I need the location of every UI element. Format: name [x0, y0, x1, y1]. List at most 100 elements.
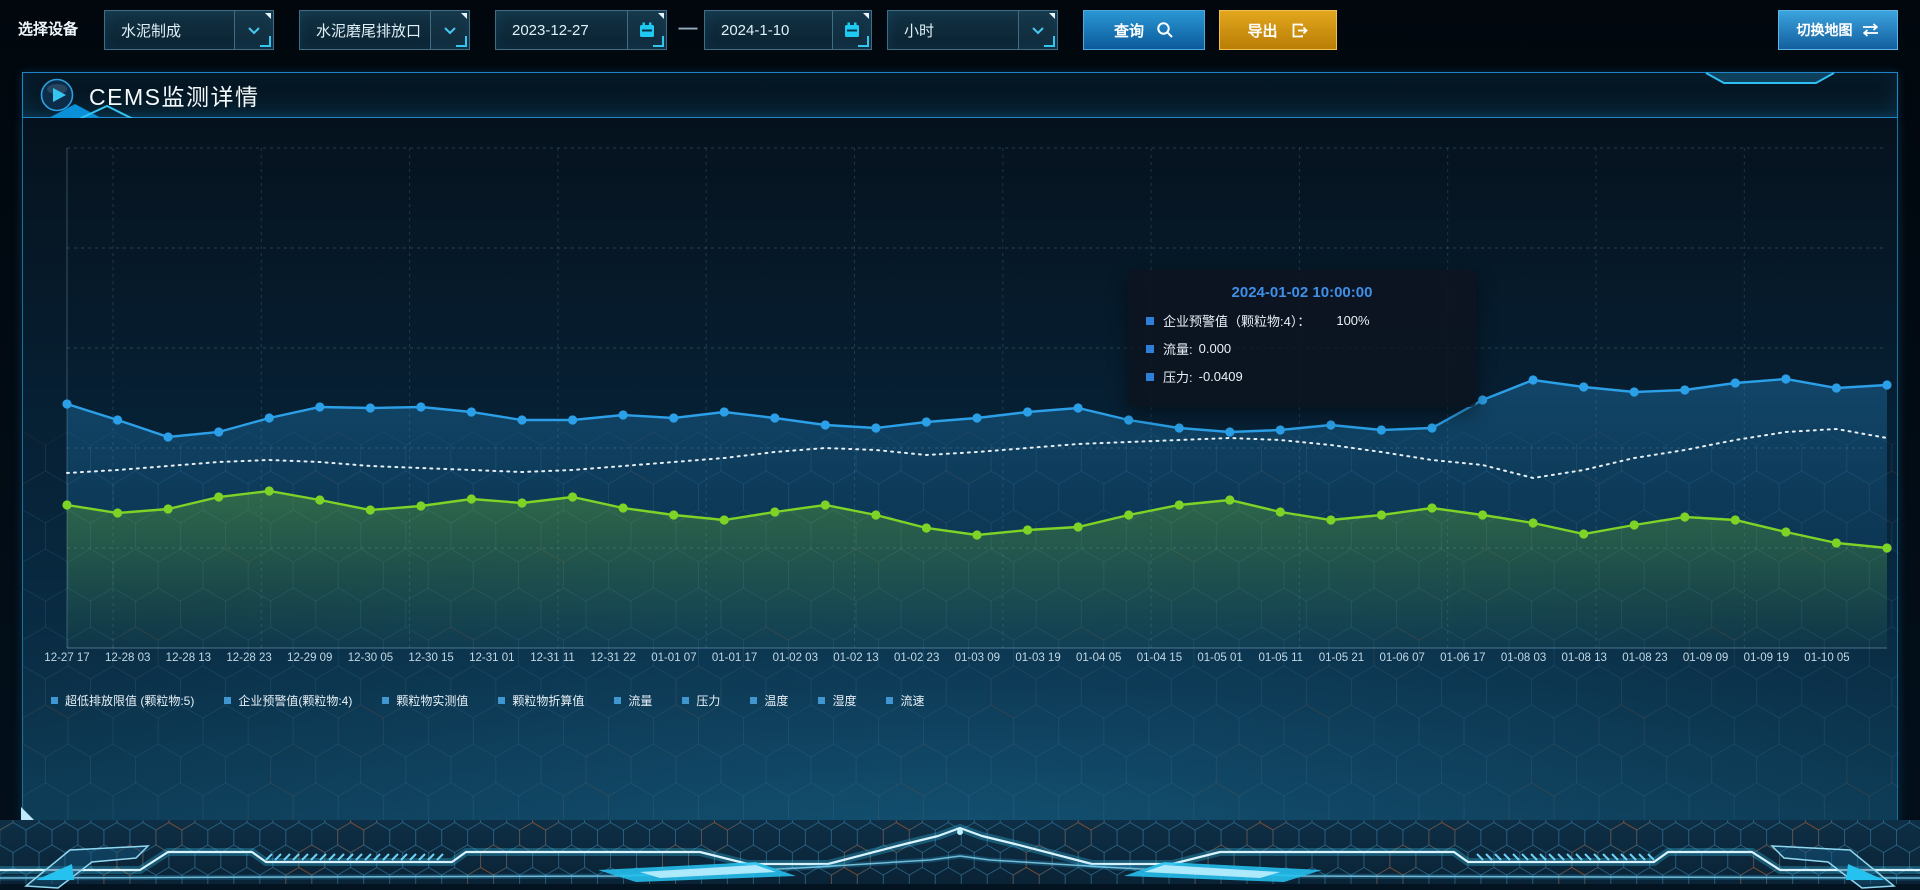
chart-data-point[interactable]: [1427, 423, 1437, 433]
chart-data-point[interactable]: [1023, 525, 1033, 535]
x-axis-label: 01-05 01: [1197, 652, 1243, 664]
chart-data-point[interactable]: [568, 415, 578, 425]
chart-data-point[interactable]: [365, 403, 375, 413]
chart-data-point[interactable]: [770, 413, 780, 423]
chart-data-point[interactable]: [1730, 515, 1740, 525]
legend-item[interactable]: 流量: [614, 692, 652, 709]
chart-data-point[interactable]: [568, 492, 578, 502]
chart-data-point[interactable]: [972, 530, 982, 540]
device-type-dropdown-toggle[interactable]: [234, 11, 273, 49]
discharge-outlet-select[interactable]: 水泥磨尾排放口: [299, 10, 470, 50]
chart-data-point[interactable]: [1629, 387, 1639, 397]
chart-data-point[interactable]: [1275, 507, 1285, 517]
chart-data-point[interactable]: [1831, 538, 1841, 548]
chart-data-point[interactable]: [416, 402, 426, 412]
chart-data-point[interactable]: [820, 500, 830, 510]
chart-data-point[interactable]: [1174, 500, 1184, 510]
switch-map-button[interactable]: 切换地图: [1778, 10, 1898, 50]
chart-data-point[interactable]: [1478, 395, 1488, 405]
chart-data-point[interactable]: [113, 415, 123, 425]
chart-data-point[interactable]: [365, 505, 375, 515]
export-button[interactable]: 导出: [1219, 10, 1337, 50]
chart-data-point[interactable]: [1326, 515, 1336, 525]
chart-data-point[interactable]: [1882, 380, 1892, 390]
chart-data-point[interactable]: [871, 423, 881, 433]
chart-data-point[interactable]: [1124, 510, 1134, 520]
chart-data-point[interactable]: [1225, 427, 1235, 437]
device-type-select[interactable]: 水泥制成: [104, 10, 274, 50]
chart-data-point[interactable]: [921, 417, 932, 427]
start-date-input[interactable]: 2023-12-27: [495, 10, 667, 50]
hexagon-pattern-cell: [540, 665, 587, 719]
chart-data-point[interactable]: [1831, 383, 1841, 393]
chart-data-point[interactable]: [871, 510, 881, 520]
chart-data-point[interactable]: [1275, 425, 1285, 435]
chart-data-point[interactable]: [62, 399, 72, 409]
end-date-picker-toggle[interactable]: [832, 11, 871, 49]
chart-data-point[interactable]: [1073, 403, 1083, 413]
chart-data-point[interactable]: [517, 498, 527, 508]
interval-dropdown-toggle[interactable]: [1018, 11, 1057, 49]
chart-data-point[interactable]: [770, 507, 780, 517]
chart-data-point[interactable]: [618, 410, 628, 420]
legend-item[interactable]: 压力: [682, 692, 720, 709]
chart-data-point[interactable]: [1882, 543, 1892, 553]
legend-item[interactable]: 企业预警值(颗粒物:4): [224, 692, 352, 709]
chart-data-point[interactable]: [163, 504, 173, 514]
chart-data-point[interactable]: [264, 486, 274, 496]
start-date-picker-toggle[interactable]: [627, 11, 666, 49]
chart-data-point[interactable]: [214, 492, 224, 502]
chart-data-point[interactable]: [466, 494, 476, 504]
chart-data-point[interactable]: [1174, 423, 1184, 433]
chart-data-point[interactable]: [1478, 510, 1488, 520]
cems-line-chart[interactable]: [23, 118, 1899, 823]
chart-data-point[interactable]: [1427, 503, 1437, 513]
chart-data-point[interactable]: [1781, 527, 1791, 537]
chart-data-point[interactable]: [1376, 425, 1386, 435]
legend-item[interactable]: 湿度: [818, 692, 856, 709]
chart-data-point[interactable]: [1579, 382, 1589, 392]
chart-data-point[interactable]: [466, 407, 476, 417]
chart-data-point[interactable]: [163, 432, 173, 442]
chart-data-point[interactable]: [1528, 518, 1538, 528]
legend-item[interactable]: 超低排放限值 (颗粒物:5): [51, 692, 194, 709]
chart-data-point[interactable]: [669, 413, 679, 423]
legend-item[interactable]: 颗粒物折算值: [498, 692, 584, 709]
chart-data-point[interactable]: [1376, 510, 1386, 520]
legend-item[interactable]: 温度: [750, 692, 788, 709]
chart-data-point[interactable]: [517, 415, 527, 425]
chart-data-point[interactable]: [264, 413, 274, 423]
chart-data-point[interactable]: [921, 523, 932, 533]
chart-data-point[interactable]: [1023, 407, 1033, 417]
chart-data-point[interactable]: [214, 427, 224, 437]
hexagon-pattern-cell: [610, 820, 637, 831]
chart-data-point[interactable]: [1579, 529, 1589, 539]
chart-data-point[interactable]: [315, 402, 325, 412]
chart-data-point[interactable]: [669, 510, 679, 520]
interval-select[interactable]: 小时: [887, 10, 1058, 50]
chart-data-point[interactable]: [416, 501, 426, 511]
legend-item[interactable]: 流速: [886, 692, 924, 709]
chart-data-point[interactable]: [719, 515, 729, 525]
end-date-input[interactable]: 2024-1-10: [704, 10, 872, 50]
chart-data-point[interactable]: [1073, 522, 1083, 532]
query-button[interactable]: 查询: [1083, 10, 1205, 50]
legend-item[interactable]: 颗粒物实测值: [382, 692, 468, 709]
chart-data-point[interactable]: [1225, 495, 1235, 505]
discharge-outlet-dropdown-toggle[interactable]: [430, 11, 469, 49]
chart-data-point[interactable]: [618, 503, 628, 513]
chart-data-point[interactable]: [1629, 520, 1639, 530]
chart-data-point[interactable]: [1781, 374, 1791, 384]
chart-data-point[interactable]: [719, 407, 729, 417]
chart-data-point[interactable]: [1680, 385, 1690, 395]
chart-data-point[interactable]: [1730, 378, 1740, 388]
chart-data-point[interactable]: [1528, 375, 1538, 385]
chart-data-point[interactable]: [972, 413, 982, 423]
chart-data-point[interactable]: [1680, 512, 1690, 522]
chart-data-point[interactable]: [62, 500, 72, 510]
chart-data-point[interactable]: [820, 420, 830, 430]
chart-data-point[interactable]: [315, 495, 325, 505]
chart-data-point[interactable]: [113, 508, 123, 518]
chart-data-point[interactable]: [1124, 415, 1134, 425]
chart-data-point[interactable]: [1326, 420, 1336, 430]
